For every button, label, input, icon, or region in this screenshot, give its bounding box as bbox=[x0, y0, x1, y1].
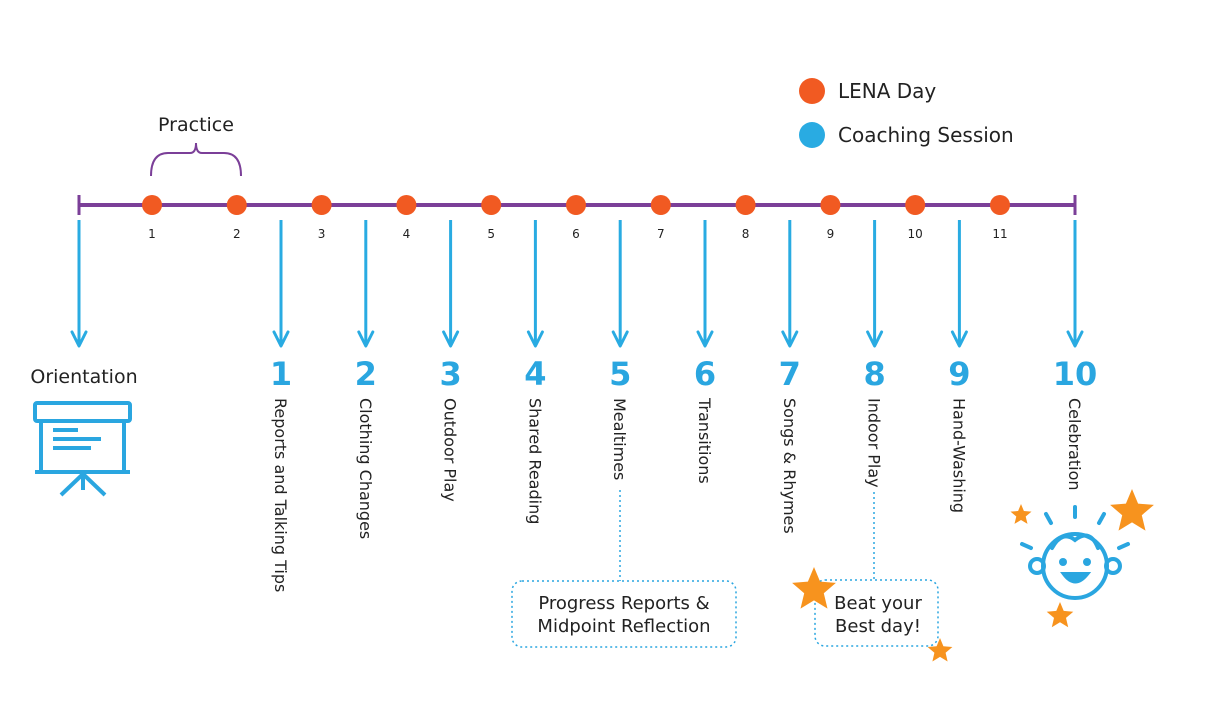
session-item: 8 Indoor Play bbox=[863, 355, 885, 488]
session-title: Indoor Play bbox=[865, 398, 884, 488]
progress-callout-line2: Midpoint Reflection bbox=[537, 616, 710, 637]
session-title: Clothing Changes bbox=[356, 398, 375, 539]
orientation: Orientation bbox=[30, 366, 138, 497]
beat-callout-line1: Beat your bbox=[834, 593, 922, 614]
star-icon bbox=[927, 638, 953, 662]
lena-day-label: 5 bbox=[487, 227, 495, 241]
curly-brace-icon bbox=[150, 142, 242, 177]
beat-callout-line2: Best day! bbox=[835, 616, 921, 637]
session-number: 2 bbox=[355, 355, 377, 393]
session-item: 2 Clothing Changes bbox=[355, 355, 377, 539]
lena-day-dots bbox=[142, 195, 1010, 215]
star-icon bbox=[1010, 504, 1032, 524]
progress-callout-line1: Progress Reports & bbox=[538, 593, 709, 614]
session-item: 6 Transitions bbox=[694, 355, 716, 484]
session-item: 3 Outdoor Play bbox=[439, 355, 461, 502]
lena-day-label: 7 bbox=[657, 227, 665, 241]
session-arrows bbox=[70, 220, 1084, 348]
session-title: Songs & Rhymes bbox=[780, 398, 799, 534]
session-title: Hand-Washing bbox=[949, 398, 968, 513]
lena-day-label: 10 bbox=[908, 227, 923, 241]
lena-day-dot bbox=[566, 195, 586, 215]
baby-eyes bbox=[1059, 558, 1091, 566]
session-title: Reports and Talking Tips bbox=[271, 398, 290, 592]
practice-bracket: Practice bbox=[150, 114, 242, 177]
down-arrow-icon bbox=[70, 220, 88, 348]
lena-day-dot bbox=[820, 195, 841, 215]
lena-day-dot bbox=[735, 195, 756, 215]
down-arrow-icon bbox=[1066, 220, 1084, 348]
session-title: Transitions bbox=[695, 397, 714, 484]
session-number: 10 bbox=[1053, 355, 1098, 393]
session-item: 7 Songs & Rhymes bbox=[779, 355, 801, 534]
lena-day-label: 6 bbox=[572, 227, 580, 241]
star-icon bbox=[1046, 602, 1074, 628]
beat-callout-box bbox=[814, 579, 939, 647]
lena-day-dot bbox=[311, 195, 332, 215]
down-arrow-icon bbox=[866, 220, 884, 348]
lena-day-dot bbox=[396, 195, 417, 215]
legend-coaching-session-label: Coaching Session bbox=[838, 123, 1014, 147]
session-title: Shared Reading bbox=[525, 398, 544, 524]
session-title: Outdoor Play bbox=[441, 398, 460, 502]
coaching-sessions: 1 Reports and Talking Tips 2 Clothing Chang… bbox=[270, 355, 1097, 592]
lena-day-label: 4 bbox=[403, 227, 411, 241]
star-icon bbox=[1110, 489, 1154, 531]
lena-day-dot bbox=[142, 195, 162, 215]
smiling-baby-icon bbox=[1020, 505, 1130, 600]
session-number: 4 bbox=[524, 355, 546, 393]
session-item: 9 Hand-Washing bbox=[948, 355, 970, 513]
legend-coaching-session-dot bbox=[799, 122, 825, 148]
lena-day-dot bbox=[226, 195, 247, 215]
lena-day-label: 2 bbox=[233, 227, 241, 241]
legend-lena-day-label: LENA Day bbox=[838, 79, 936, 103]
lena-day-label: 9 bbox=[827, 227, 835, 241]
lena-day-label: 1 bbox=[148, 227, 156, 241]
down-arrow-icon bbox=[357, 220, 375, 348]
lena-day-label: 11 bbox=[992, 227, 1007, 241]
lena-day-label: 8 bbox=[742, 227, 750, 241]
down-arrow-icon bbox=[526, 220, 544, 348]
progress-reports-callout: Progress Reports & Midpoint Reflection bbox=[511, 490, 737, 648]
orientation-label: Orientation bbox=[30, 366, 137, 388]
down-arrow-icon bbox=[272, 220, 290, 348]
session-item: 10 Celebration bbox=[1053, 355, 1098, 491]
decorative-stars bbox=[792, 489, 1154, 662]
lena-day-dot bbox=[990, 195, 1010, 215]
session-number: 1 bbox=[270, 355, 292, 393]
session-title: Celebration bbox=[1065, 398, 1084, 491]
session-number: 9 bbox=[948, 355, 970, 393]
progress-callout-box bbox=[511, 580, 737, 648]
session-number: 8 bbox=[863, 355, 885, 393]
session-number: 3 bbox=[439, 355, 461, 393]
down-arrow-icon bbox=[611, 220, 629, 348]
session-item: 1 Reports and Talking Tips bbox=[270, 355, 292, 592]
lena-day-labels: 1 2 3 4 5 6 7 8 9 10 11 bbox=[148, 227, 1007, 241]
session-number: 5 bbox=[609, 355, 631, 393]
down-arrow-icon bbox=[950, 220, 968, 348]
down-arrow-icon bbox=[781, 220, 799, 348]
session-number: 6 bbox=[694, 355, 716, 393]
star-icon bbox=[792, 567, 836, 609]
presentation-board-icon bbox=[33, 401, 132, 497]
timeline: 1 2 3 4 5 6 7 8 9 10 11 bbox=[77, 195, 1077, 241]
down-arrow-icon bbox=[442, 220, 460, 348]
session-item: 4 Shared Reading bbox=[524, 355, 546, 524]
practice-label: Practice bbox=[158, 114, 234, 136]
lena-day-label: 3 bbox=[318, 227, 326, 241]
legend-lena-day-dot bbox=[799, 78, 825, 104]
lena-day-dot bbox=[481, 195, 502, 215]
lena-day-dot bbox=[905, 195, 926, 215]
legend: LENA Day Coaching Session bbox=[799, 78, 1014, 148]
session-item: 5 Mealtimes bbox=[609, 355, 631, 480]
down-arrow-icon bbox=[696, 220, 714, 348]
session-title: Mealtimes bbox=[610, 398, 629, 480]
beat-best-day-callout: Beat your Best day! bbox=[814, 492, 939, 647]
lena-day-dot bbox=[650, 195, 671, 215]
session-number: 7 bbox=[779, 355, 801, 393]
